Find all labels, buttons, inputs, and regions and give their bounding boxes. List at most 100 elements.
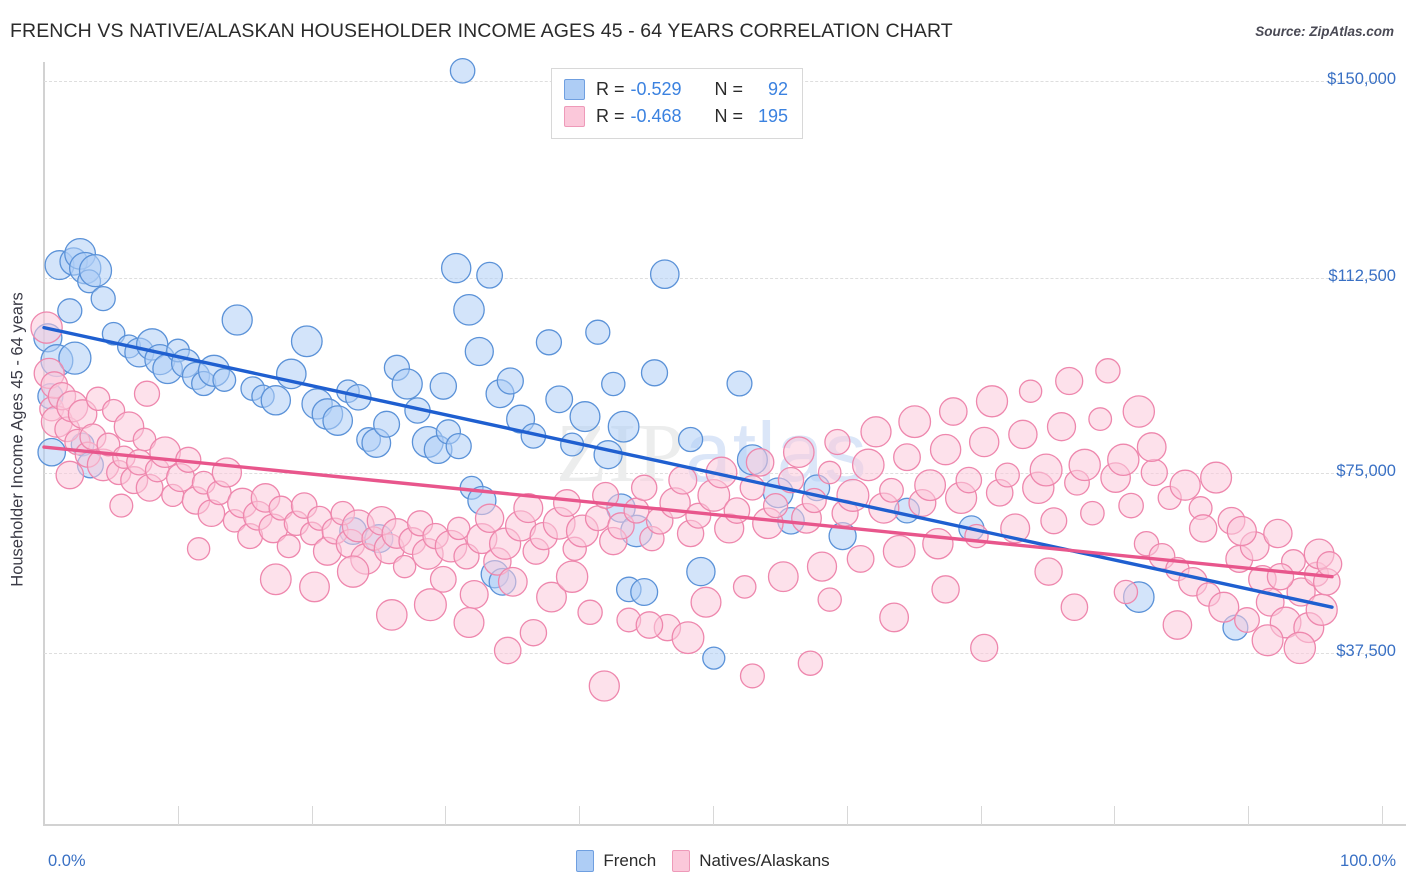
page-title: FRENCH VS NATIVE/ALASKAN HOUSEHOLDER INC… [10,20,953,42]
x-axis-line [43,824,1406,826]
scatter-point [623,497,650,524]
x-axis-tick [445,806,446,825]
legend-swatch-french [576,850,595,872]
scatter-point [1118,492,1144,519]
scatter-point [497,566,528,597]
scatter-point [555,560,589,593]
scatter-point [440,252,472,284]
scatter-point [299,571,330,603]
scatter-point [535,329,563,356]
scatter-point [726,370,753,397]
scatter-point [879,477,904,503]
scatter-point [585,319,611,345]
scatter-point [893,443,921,472]
scatter-point [1040,507,1068,535]
scatter-point [1080,500,1105,526]
scatter-point [429,565,457,593]
scatter-point [640,359,669,387]
scatter-point [824,428,851,456]
scatter-point [767,561,799,593]
stats-r-value-french: -0.529 [630,79,682,99]
scatter-point [1305,593,1338,626]
scatter-point [879,602,910,633]
scatter-point [58,341,92,375]
scatter-point [782,436,815,469]
scatter-point [970,633,999,663]
scatter-point [732,575,757,599]
stats-row-natives: R = -0.468 N = 195 [564,103,788,130]
scatter-point [1068,448,1101,482]
scatter-point [55,460,85,490]
stats-r-label-french: R = [596,79,625,99]
scatter-point [914,469,947,502]
scatter-point [1029,453,1063,487]
source-attribution: Source: ZipAtlas.com [1255,24,1394,39]
scatter-point [777,466,805,494]
scatter-point [588,670,620,702]
scatter-point [593,440,623,470]
scatter-point [968,426,1000,458]
scatter-point [413,588,447,622]
scatter-point [898,405,932,439]
x-axis-min-label: 0.0% [48,852,86,870]
scatter-point [392,554,417,579]
stats-n-label-french: N = [714,79,744,99]
scatter-point [221,304,253,336]
scatter-point [513,493,544,524]
scatter-point [1226,515,1257,547]
scatter-point [745,447,775,477]
scatter-point [133,380,161,407]
scatter-point [860,416,892,448]
legend-entry-french[interactable]: French [576,850,656,872]
scatter-point [690,586,722,618]
scatter-point [1316,551,1343,577]
scatter-point [1136,432,1167,463]
scatter-point [630,474,658,502]
scatter-point [1140,458,1168,487]
scatter-point [464,336,494,367]
scatter-point [938,397,968,426]
scatter-point [459,579,489,610]
scatter-point [668,465,698,495]
scatter-point [975,385,1009,418]
trendline-french [42,325,1334,609]
stats-r-label-natives: R = [596,106,625,126]
legend-entry-natives[interactable]: Natives/Alaskans [672,850,830,872]
trendline-natives-alaskans [42,445,1334,579]
scatter-point [1008,419,1038,450]
x-axis-tick [579,806,580,825]
x-axis-tick [1382,806,1383,825]
scatter-point [1046,412,1077,442]
scatter-point [391,368,423,400]
scatter-point [449,57,476,84]
scatter-point [607,410,640,443]
scatter-point [1088,407,1113,432]
scatter-point [635,611,664,639]
scatter-point [1018,379,1043,403]
scatter-point [493,636,522,665]
scatter-point [474,503,505,534]
scatter-point [797,650,824,676]
scatter-point [846,544,875,573]
stats-n-value-french: 92 [768,79,789,99]
scatter-point [1055,366,1084,396]
scatter-point [1034,557,1063,586]
scatter-point [1251,624,1284,657]
scatter-point [90,285,116,312]
scatter-point [671,621,705,655]
x-axis-tick [713,806,714,825]
x-axis-tick [847,806,848,825]
scatter-point [545,385,574,414]
scatter-point [1113,579,1139,605]
scatter-point [57,298,83,324]
scatter-point [1208,591,1240,623]
scatter-point [259,563,292,596]
scatter-point [453,293,485,326]
scatter-point [453,606,485,639]
scatter-point [1107,443,1140,477]
scatter-point [1263,518,1293,549]
scatter-point [723,497,751,524]
x-axis-max-label: 100.0% [1340,852,1396,870]
scatter-point [519,618,548,647]
scatter-point [817,460,842,485]
